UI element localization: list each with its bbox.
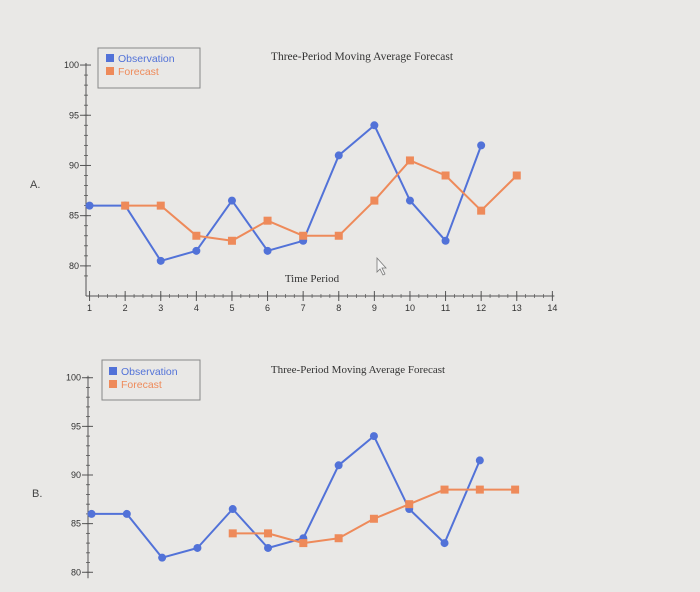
forecast-point (228, 529, 237, 538)
y-tick-label: 80 (69, 261, 79, 271)
observation-point (334, 151, 343, 160)
chart-a-xlabel: Time Period (285, 273, 340, 285)
legend-swatch-observation (106, 54, 114, 62)
forecast-point (512, 171, 521, 180)
forecast-point (263, 216, 272, 225)
x-tick-label: 5 (229, 303, 234, 313)
observation-point (370, 121, 379, 130)
observation-point (87, 509, 96, 518)
observation-point (193, 543, 202, 552)
x-tick-label: 4 (194, 303, 199, 313)
observation-point (85, 201, 94, 210)
observation-point (122, 509, 131, 518)
forecast-point (299, 231, 308, 240)
x-tick-label: 11 (441, 303, 450, 313)
legend-label-forecast: Forecast (121, 379, 162, 391)
legend-swatch-forecast (109, 380, 117, 388)
forecast-point (264, 529, 273, 538)
observation-point (475, 456, 484, 465)
y-tick-label: 100 (64, 60, 79, 70)
x-tick-label: 14 (547, 303, 557, 313)
y-tick-label: 100 (66, 373, 81, 383)
legend-box (101, 359, 201, 401)
forecast-point (299, 539, 308, 548)
forecast-point (405, 500, 414, 509)
forecast-point (370, 196, 379, 205)
observation-point (477, 141, 486, 150)
forecast-point (405, 156, 414, 165)
forecast-point (475, 485, 484, 494)
observation-line (91, 435, 481, 559)
chart-b-legend: Observation Forecast (101, 359, 201, 401)
observation-point (440, 539, 449, 548)
observation-point (369, 432, 378, 441)
forecast-point (441, 171, 450, 180)
x-tick-label: 3 (158, 303, 163, 313)
observation-point (158, 553, 167, 562)
x-tick-label: 7 (301, 303, 306, 313)
legend-box (97, 47, 201, 89)
chart-b-series (87, 432, 520, 562)
y-tick-label: 90 (69, 160, 79, 170)
option-label-b: B. (32, 488, 42, 500)
x-tick-label: 6 (265, 303, 270, 313)
observation-point (264, 543, 273, 552)
x-tick-label: 9 (372, 303, 377, 313)
forecast-point (440, 485, 449, 494)
chart-a-series (85, 121, 521, 265)
forecast-line (125, 159, 518, 242)
forecast-point (192, 231, 201, 240)
legend-label-observation: Observation (121, 366, 178, 378)
forecast-point (156, 201, 165, 210)
observation-point (263, 246, 272, 255)
chart-a-title: Three-Period Moving Average Forecast (271, 51, 454, 63)
forecast-point (477, 206, 486, 215)
chart-a-legend: Observation Forecast (97, 47, 201, 89)
forecast-point (334, 534, 343, 543)
observation-point (156, 256, 165, 265)
observation-line (89, 124, 483, 262)
forecast-point (334, 231, 343, 240)
mouse-cursor-icon (376, 256, 387, 276)
x-tick-label: 12 (476, 303, 486, 313)
chart-a: A. Three-Period Moving Average Forecast … (30, 47, 557, 313)
y-tick-label: 85 (71, 519, 81, 529)
x-tick-label: 10 (405, 303, 415, 313)
observation-point (228, 505, 237, 514)
y-tick-label: 80 (71, 567, 81, 577)
chart-b-title: Three-Period Moving Average Forecast (271, 364, 445, 376)
observation-point (405, 196, 414, 205)
legend-swatch-forecast (106, 67, 114, 75)
chart-b: B. Three-Period Moving Average Forecast … (32, 359, 520, 579)
observation-point (227, 196, 236, 205)
y-tick-label: 95 (71, 421, 81, 431)
x-tick-label: 2 (123, 303, 128, 313)
forecast-point (511, 485, 520, 494)
chart-b-axes: 80 85 90 95 100 (66, 373, 93, 579)
x-tick-label: 1 (87, 303, 92, 313)
y-tick-label: 85 (69, 211, 79, 221)
legend-label-forecast: Forecast (118, 66, 159, 78)
observation-point (192, 246, 201, 255)
legend-swatch-observation (109, 367, 117, 375)
legend-label-observation: Observation (118, 53, 175, 65)
x-tick-label: 8 (336, 303, 341, 313)
observation-point (441, 236, 450, 245)
forecast-point (369, 514, 378, 523)
option-label-a: A. (30, 179, 40, 191)
y-tick-label: 90 (71, 470, 81, 480)
x-tick-label: 13 (512, 303, 522, 313)
y-tick-label: 95 (69, 110, 79, 120)
forecast-point (227, 236, 236, 245)
observation-point (334, 461, 343, 470)
forecast-point (121, 201, 130, 210)
